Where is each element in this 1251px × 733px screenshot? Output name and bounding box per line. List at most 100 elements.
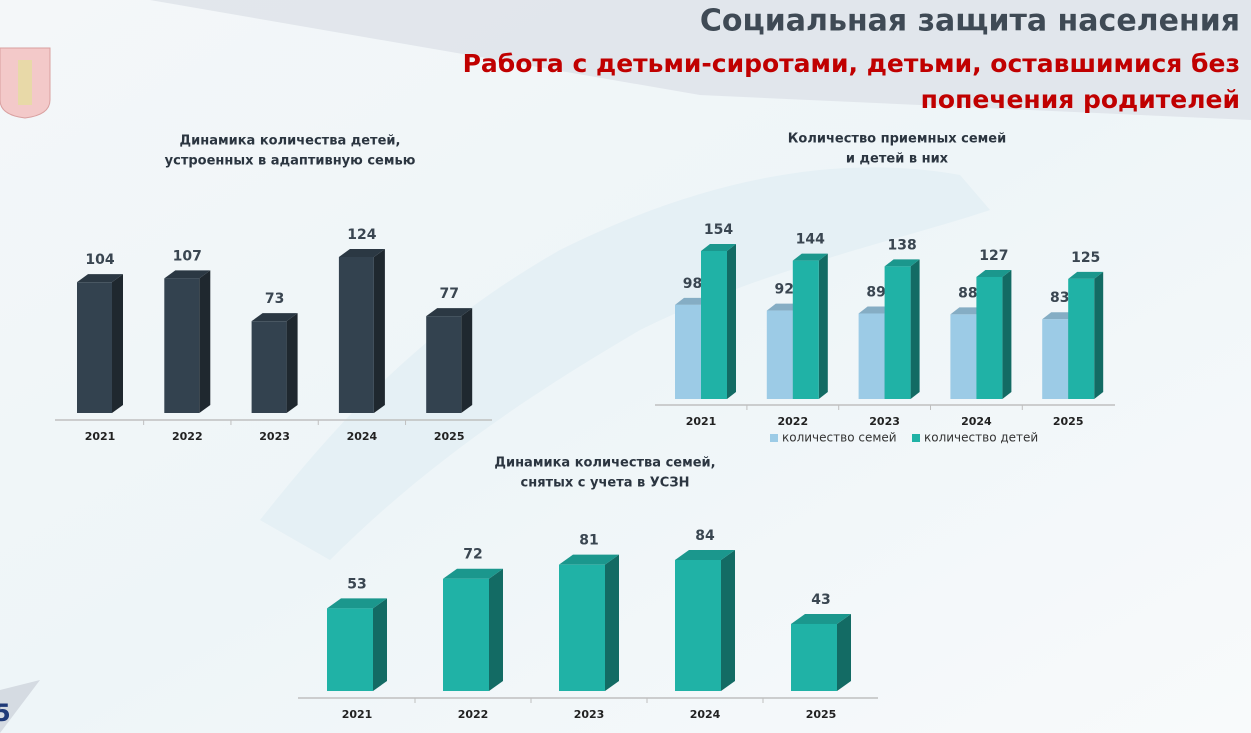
value-label: 107 <box>173 248 202 264</box>
value-label: 84 <box>695 528 715 544</box>
bar-side <box>373 249 385 413</box>
legend-swatch <box>912 434 920 442</box>
bar-side <box>910 259 920 399</box>
bar-side <box>112 274 123 413</box>
value-label: 88 <box>958 285 977 301</box>
bar-side <box>1094 271 1104 399</box>
emblem <box>0 47 51 119</box>
value-label: 144 <box>796 232 825 248</box>
bar-side <box>605 554 619 691</box>
value-label: 104 <box>85 252 114 268</box>
bar <box>701 251 727 399</box>
chart-title: Динамика количества детей, <box>180 134 401 149</box>
value-label: 43 <box>811 592 830 608</box>
x-tick-label: 2025 <box>1053 415 1084 428</box>
bar <box>950 314 977 399</box>
bar <box>426 316 462 413</box>
x-tick-label: 2022 <box>458 708 489 721</box>
x-tick-label: 2024 <box>347 430 378 443</box>
x-tick-label: 2022 <box>172 430 203 443</box>
x-tick-label: 2023 <box>259 430 290 443</box>
chart-title: Количество приемных семей <box>788 132 1006 147</box>
bar-side <box>727 244 736 399</box>
bar-top <box>559 554 619 565</box>
bar <box>559 564 605 691</box>
bar <box>766 310 793 399</box>
chart-title: и детей в них <box>846 152 949 167</box>
bar-top <box>792 253 828 261</box>
value-label: 83 <box>1050 290 1069 306</box>
slide-subtitle: попечения родителей <box>921 85 1240 114</box>
bar-side <box>199 270 211 413</box>
bar <box>675 304 701 399</box>
bar-top <box>884 259 920 267</box>
bar <box>791 623 837 691</box>
value-label: 92 <box>775 282 794 298</box>
value-label: 98 <box>683 276 702 292</box>
bar-side <box>461 308 473 413</box>
header-band <box>150 0 1251 120</box>
value-label: 154 <box>704 222 733 238</box>
value-label: 72 <box>463 547 482 563</box>
bar-side <box>837 613 851 691</box>
x-tick-label: 2023 <box>869 415 900 428</box>
legend-label: количество детей <box>924 431 1038 445</box>
bar-top <box>251 313 298 322</box>
x-tick-label: 2025 <box>434 430 465 443</box>
value-label: 138 <box>887 237 916 253</box>
bar-side <box>489 568 503 691</box>
bar-top <box>791 613 851 624</box>
bar-top <box>443 568 503 579</box>
x-tick-label: 2021 <box>342 708 373 721</box>
legend-swatch <box>770 434 778 442</box>
x-tick-label: 2021 <box>686 415 717 428</box>
bar <box>1042 319 1069 399</box>
value-label: 125 <box>1071 250 1100 266</box>
bar-top <box>338 249 385 257</box>
bar-top <box>426 308 473 317</box>
bar <box>327 608 373 691</box>
x-tick-label: 2024 <box>690 708 721 721</box>
value-label: 81 <box>579 533 598 549</box>
chart-title: Динамика количества семей, <box>494 456 715 471</box>
bar-side <box>1002 269 1012 399</box>
value-label: 124 <box>347 227 376 243</box>
bar-side <box>373 598 387 691</box>
bar <box>884 266 911 399</box>
map-decor <box>260 167 990 561</box>
bar <box>338 257 374 413</box>
x-tick-label: 2025 <box>806 708 837 721</box>
bar <box>858 313 885 399</box>
bar-top <box>327 598 387 609</box>
slide-subtitle: Работа с детьми-сиротами, детьми, оставш… <box>463 49 1240 78</box>
bar-top <box>1068 271 1104 279</box>
legend-label: количество семей <box>782 431 897 445</box>
chart-title: устроенных в адаптивную семью <box>165 154 416 169</box>
bar-side <box>721 550 735 691</box>
value-label: 73 <box>265 291 284 307</box>
bar <box>675 560 721 691</box>
bar-top <box>976 269 1012 277</box>
bar-top <box>77 274 123 283</box>
x-tick-label: 2024 <box>961 415 992 428</box>
page-number: 5 <box>0 699 11 727</box>
bar-top <box>164 270 211 279</box>
value-label: 89 <box>866 284 885 300</box>
value-label: 77 <box>439 286 458 302</box>
value-label: 127 <box>979 248 1008 264</box>
bar-top <box>675 550 735 560</box>
bar <box>1068 278 1095 399</box>
bar <box>443 578 489 691</box>
value-label: 53 <box>347 576 366 592</box>
bar <box>251 321 287 413</box>
x-tick-label: 2022 <box>777 415 808 428</box>
chart-title: снятых с учета в УСЗН <box>521 476 690 491</box>
bar <box>77 282 112 413</box>
bar <box>792 260 819 399</box>
x-tick-label: 2023 <box>574 708 605 721</box>
bar-top <box>701 244 736 251</box>
bar <box>164 278 200 413</box>
slide-title: Социальная защита населения <box>700 4 1240 39</box>
